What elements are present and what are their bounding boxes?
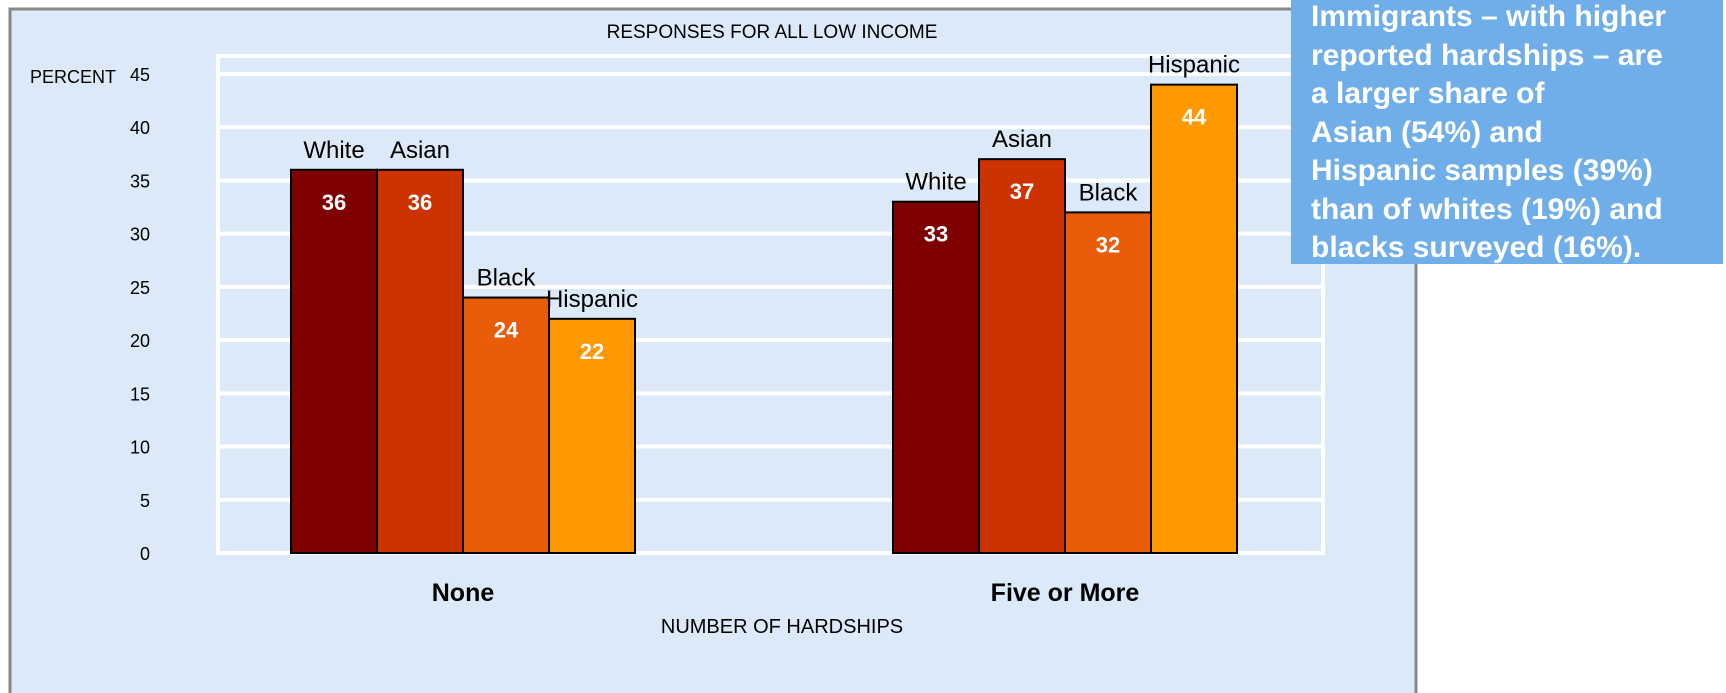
callout-line: Hispanic samples (39%)	[1311, 154, 1653, 187]
callout-line: Asian (54%) and	[1311, 115, 1543, 149]
y-tick-label: 40	[130, 118, 150, 138]
y-tick-label: 10	[130, 438, 150, 458]
bar	[376, 168, 464, 555]
x-axis-label: NUMBER OF HARDSHIPS	[661, 616, 903, 638]
bar-value-label: 37	[1010, 179, 1034, 204]
y-axis-label: PERCENT	[30, 67, 116, 87]
callout-line: than of whites (19%) and	[1311, 192, 1663, 226]
bar	[978, 158, 1066, 554]
callout-box: Immigrants – with higher reported hardsh…	[1291, 0, 1723, 264]
bar-value-label: 22	[580, 339, 604, 364]
chart-title: RESPONSES FOR ALL LOW INCOME	[607, 22, 938, 43]
y-tick-label: 45	[130, 65, 150, 85]
y-tick-label: 30	[130, 225, 150, 245]
y-tick-label: 35	[130, 171, 150, 191]
bar-value-label: 36	[322, 190, 346, 215]
bar-series-label: Hispanic	[1148, 52, 1240, 79]
bar	[1064, 211, 1152, 554]
bar-value-label: 32	[1096, 232, 1120, 257]
bar-series-label: Hispanic	[546, 286, 638, 313]
bars	[290, 83, 1238, 555]
callout-line: a larger share of	[1311, 77, 1545, 110]
bar	[290, 168, 378, 555]
bar-value-label: 36	[408, 190, 432, 215]
bar-series-label: Asian	[390, 137, 450, 164]
y-tick-label: 15	[130, 384, 150, 404]
y-tick-label: 20	[130, 331, 150, 351]
bar-series-label: Black	[477, 265, 537, 292]
bar-value-label: 24	[494, 318, 519, 343]
y-tick-label: 5	[140, 491, 150, 511]
callout-line: reported hardships – are	[1311, 38, 1663, 72]
bar	[1150, 83, 1238, 555]
y-tick-label: 0	[140, 544, 150, 564]
x-category-label: Five or More	[991, 579, 1140, 607]
bar-series-label: White	[905, 169, 966, 196]
bar-value-label: 44	[1182, 105, 1207, 130]
callout-line: blacks surveyed (16%).	[1311, 231, 1642, 264]
bar-series-label: Black	[1079, 179, 1139, 206]
bar-series-label: White	[303, 137, 364, 164]
bar	[892, 200, 980, 554]
bar-value-label: 33	[924, 222, 948, 247]
callout-line: Immigrants – with higher	[1311, 0, 1667, 33]
bar	[548, 317, 636, 555]
labels: 0 5 10 15 20 25 30 35 40 45 36 White 36 Asian 24 Black 2…	[130, 52, 1240, 607]
bar-series-label: Asian	[992, 126, 1052, 153]
x-category-label: None	[432, 579, 495, 607]
y-tick-label: 25	[130, 278, 150, 298]
